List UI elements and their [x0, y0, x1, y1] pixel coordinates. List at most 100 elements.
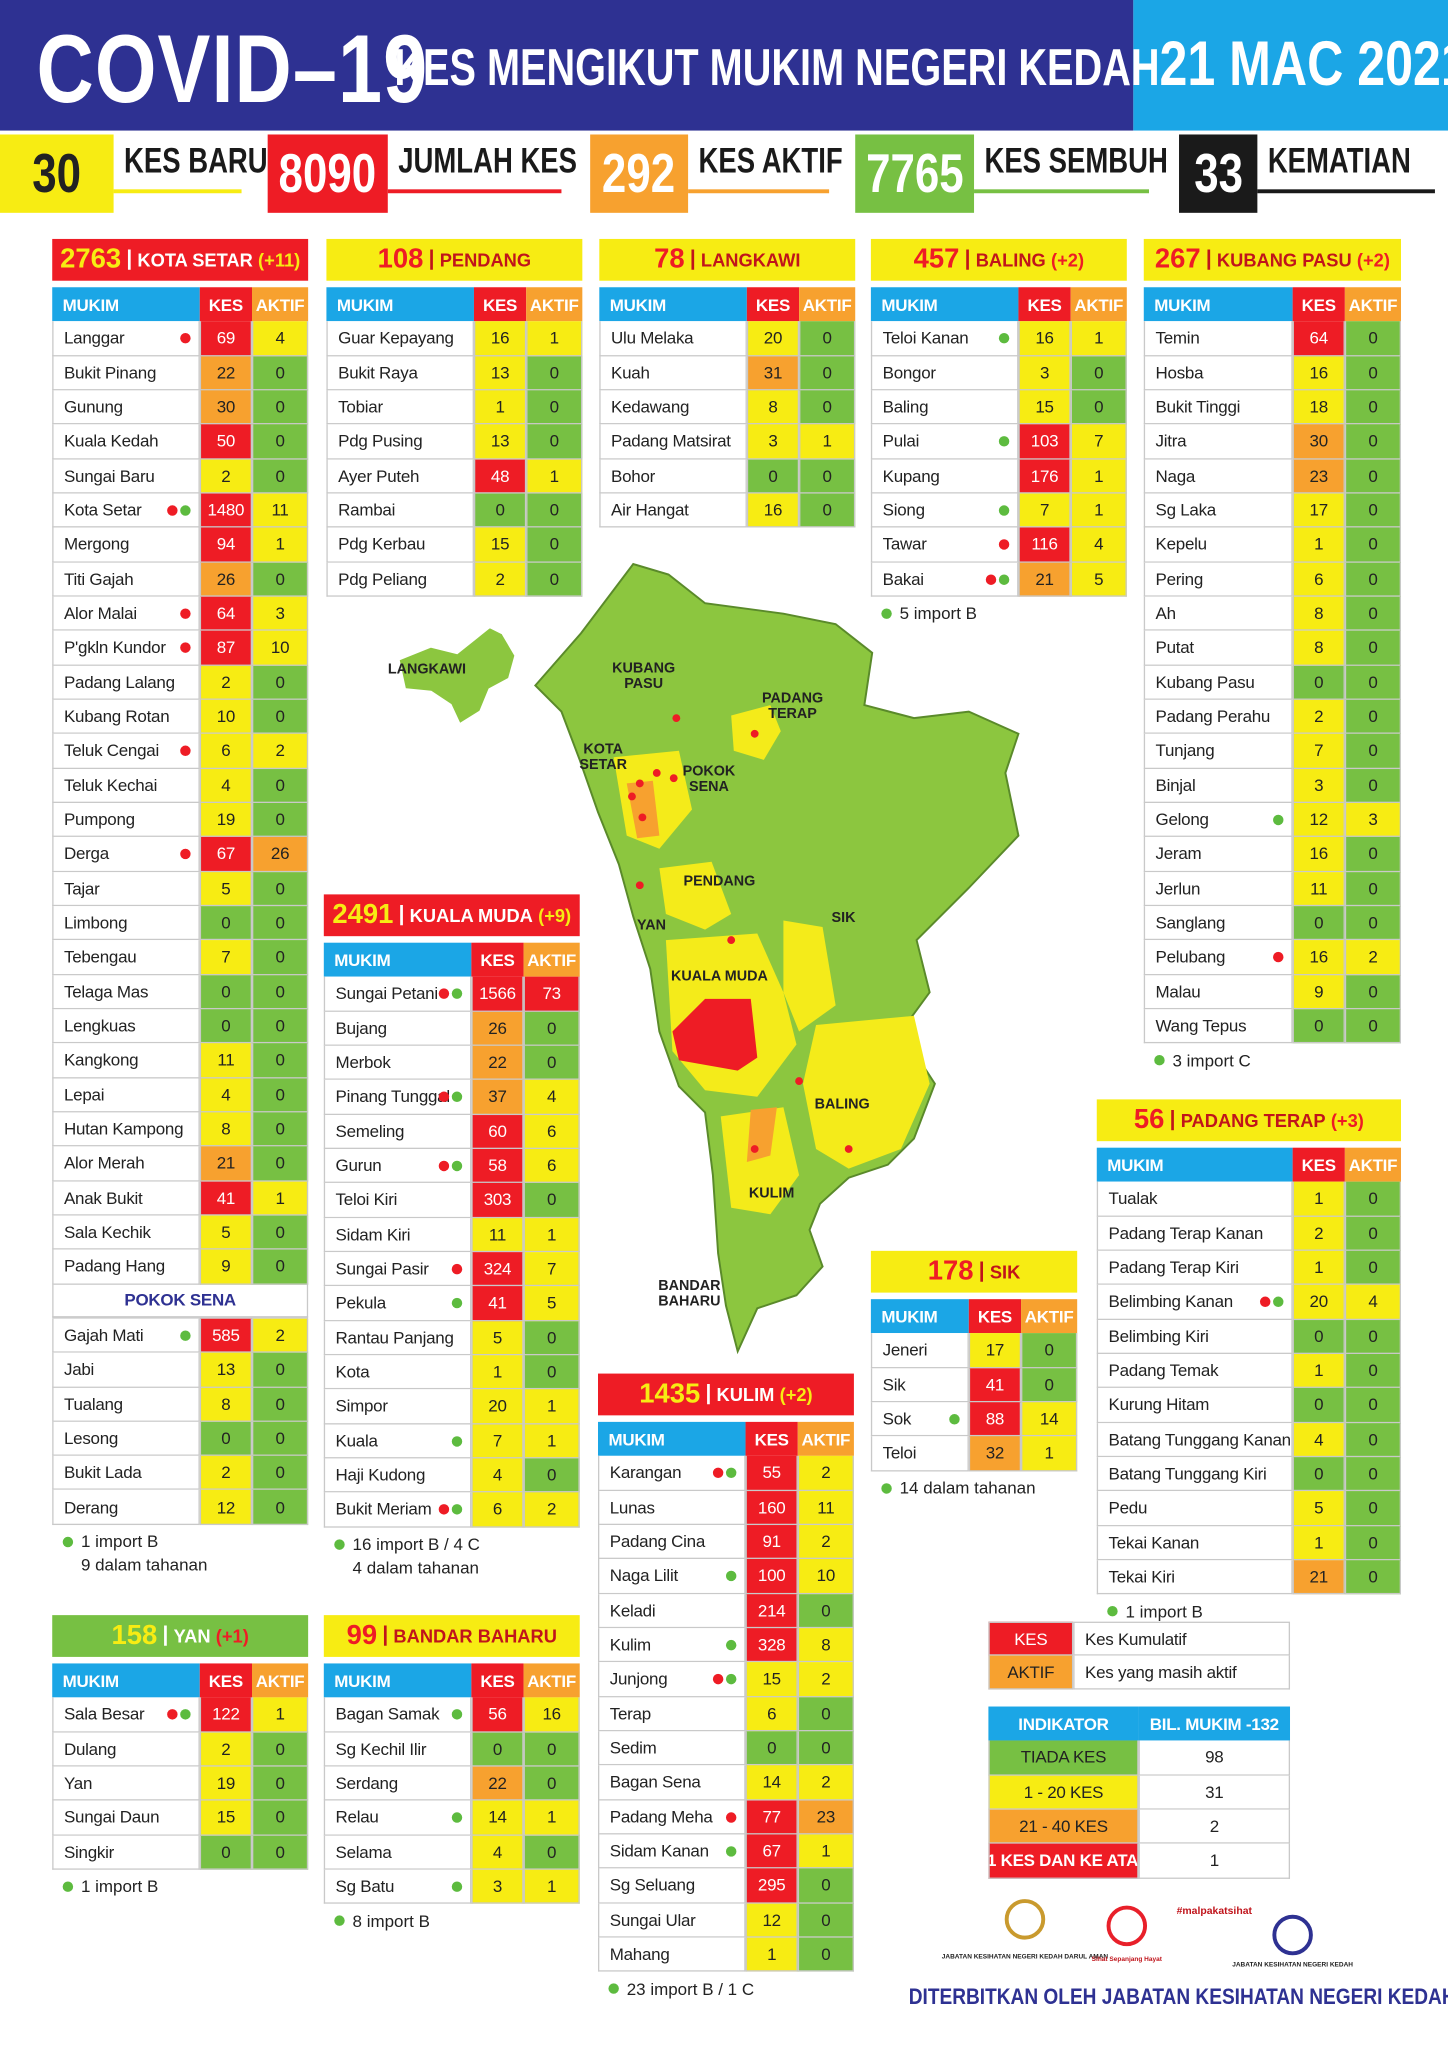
note-dot	[1154, 1055, 1165, 1066]
header-band	[0, 0, 1134, 131]
aktif-cell: 0	[251, 1146, 309, 1182]
footer: DITERBITKAN OLEH JABATAN KESIHATAN NEGER…	[908, 1984, 1448, 2010]
date: 21 MAC 2021	[1159, 30, 1448, 100]
indicator-count: 31	[1138, 1775, 1291, 1810]
table-row: Ah 8 0	[1143, 596, 1401, 632]
mukim-name: Lepai	[52, 1077, 200, 1113]
district-name: YAN	[173, 1625, 211, 1647]
aktif-cell: 0	[251, 459, 309, 494]
district-name: KUBANG PASU	[1216, 249, 1352, 271]
mukim-name: Bongor	[870, 356, 1019, 391]
kes-cell: 21	[1292, 1560, 1345, 1595]
kes-cell: 50	[199, 424, 252, 460]
map-zone	[720, 1107, 800, 1215]
table-row: P'gkln Kundor 87 10	[52, 631, 309, 666]
mukim-name: Kupang	[870, 459, 1019, 494]
header-aktif: AKTIF	[797, 1421, 854, 1457]
header-mukim: MUKIM	[52, 1663, 200, 1698]
aktif-cell: 0	[1344, 906, 1401, 941]
table-row: Kota Setar 1480 11	[52, 493, 309, 528]
kes-cell: 60	[471, 1114, 524, 1149]
map-label: BANDAR BAHARU	[658, 1278, 721, 1310]
header-mukim: MUKIM	[870, 287, 1019, 322]
table-row: Sungai Ular 12 0	[598, 1903, 854, 1938]
table-row: Gunung 30 0	[52, 390, 309, 425]
table-row: Gelong 12 3	[1143, 802, 1401, 838]
district-name: BANDAR BAHARU	[393, 1625, 557, 1647]
mukim-name: Air Hangat	[599, 493, 747, 528]
table-row: Pumpong 19 0	[52, 802, 309, 838]
kes-cell: 67	[199, 837, 252, 872]
mukim-name: Hosba	[1143, 356, 1293, 391]
mukim-name: Bujang	[323, 1011, 472, 1046]
mukim-name: Relau	[323, 1800, 472, 1836]
table-row: Bongor 3 0	[870, 356, 1127, 391]
mukim-name: Jitra	[1143, 424, 1293, 460]
stat-box: 30	[0, 134, 114, 213]
header-kes: KES	[1018, 287, 1071, 322]
aktif-cell: 1	[526, 321, 583, 357]
mukim-name: Kulim	[598, 1628, 746, 1663]
aktif-cell: 0	[251, 1835, 309, 1870]
aktif-cell: 0	[251, 1009, 309, 1044]
map-marker	[652, 769, 661, 777]
district-title: 108 | PENDANG	[326, 238, 583, 281]
aktif-cell: 0	[251, 906, 309, 941]
table-row: Padang Hang 9 0	[52, 1249, 309, 1285]
map-label-line: SIK	[832, 910, 857, 926]
mukim-name: Ulu Melaka	[599, 321, 747, 357]
aktif-cell: 1	[1021, 1436, 1078, 1472]
mukim-name: Pumpong	[52, 802, 200, 838]
table-row: Pelubang 16 2	[1143, 940, 1401, 975]
map-label-line: POKOK	[683, 764, 736, 780]
aktif-cell: 1	[251, 1181, 309, 1216]
table-row: Jabi 13 0	[52, 1352, 309, 1388]
status-dot	[438, 1504, 450, 1515]
aktif-cell: 1	[526, 459, 583, 494]
kes-cell: 116	[1018, 527, 1071, 563]
map-marker	[844, 1145, 853, 1153]
mukim-name: Kota Setar	[52, 493, 200, 528]
kes-cell: 16	[1292, 837, 1345, 872]
mukim-name: Teluk Kechai	[52, 768, 200, 803]
district-table: 108 | PENDANG MUKIM KES AKTIF Guar Kepayang 16 1…	[326, 238, 583, 597]
aktif-cell: 0	[1344, 459, 1401, 494]
table-row: Jeneri 17 0	[870, 1333, 1078, 1368]
map-label-line: TERAP	[768, 706, 817, 722]
kes-cell: 7	[471, 1423, 524, 1459]
table-row: Sg Laka 17 0	[1143, 493, 1401, 528]
map-label-line: YAN	[637, 918, 666, 934]
mukim-name: Pulai	[870, 424, 1019, 460]
mukim-name: Siong	[870, 493, 1019, 528]
district-title: 1435 | KULIM (+2)	[598, 1373, 854, 1416]
aktif-cell: 0	[251, 1077, 309, 1113]
table-row: Kuala 7 1	[323, 1423, 580, 1459]
header-aktif: AKTIF	[523, 942, 580, 978]
subheading-row: POKOK SENA	[52, 1284, 309, 1319]
header-aktif: AKTIF	[799, 287, 856, 322]
mukim-name: Naga	[1143, 459, 1293, 494]
aktif-cell: 1	[523, 1423, 580, 1459]
kes-cell: 15	[745, 1662, 798, 1697]
stat-box: 292	[590, 134, 689, 213]
kes-cell: 4	[199, 768, 252, 803]
table-row: Wang Tepus 0 0	[1143, 1009, 1401, 1044]
stat-box: 7765	[855, 134, 975, 213]
kes-cell: 0	[199, 1835, 252, 1870]
district-total: 2763	[60, 244, 122, 275]
kes-cell: 15	[1018, 390, 1071, 425]
district-title: 56 | PADANG TERAP (+3)	[1096, 1099, 1401, 1142]
kes-cell: 0	[745, 1731, 798, 1766]
kes-cell: 13	[473, 356, 527, 391]
mukim-name: Sidam Kiri	[323, 1217, 472, 1253]
kes-cell: 12	[745, 1903, 798, 1938]
header-kes: KES	[968, 1299, 1022, 1334]
note: 23 import B / 1 C	[598, 1977, 854, 2001]
map-zone	[672, 998, 758, 1071]
mukim-name: Malau	[1143, 974, 1293, 1010]
aktif-cell: 6	[523, 1148, 580, 1184]
logo-mark	[1272, 1914, 1313, 1956]
status-dot	[451, 988, 463, 1000]
table-row: Pedu 5 0	[1096, 1491, 1401, 1526]
